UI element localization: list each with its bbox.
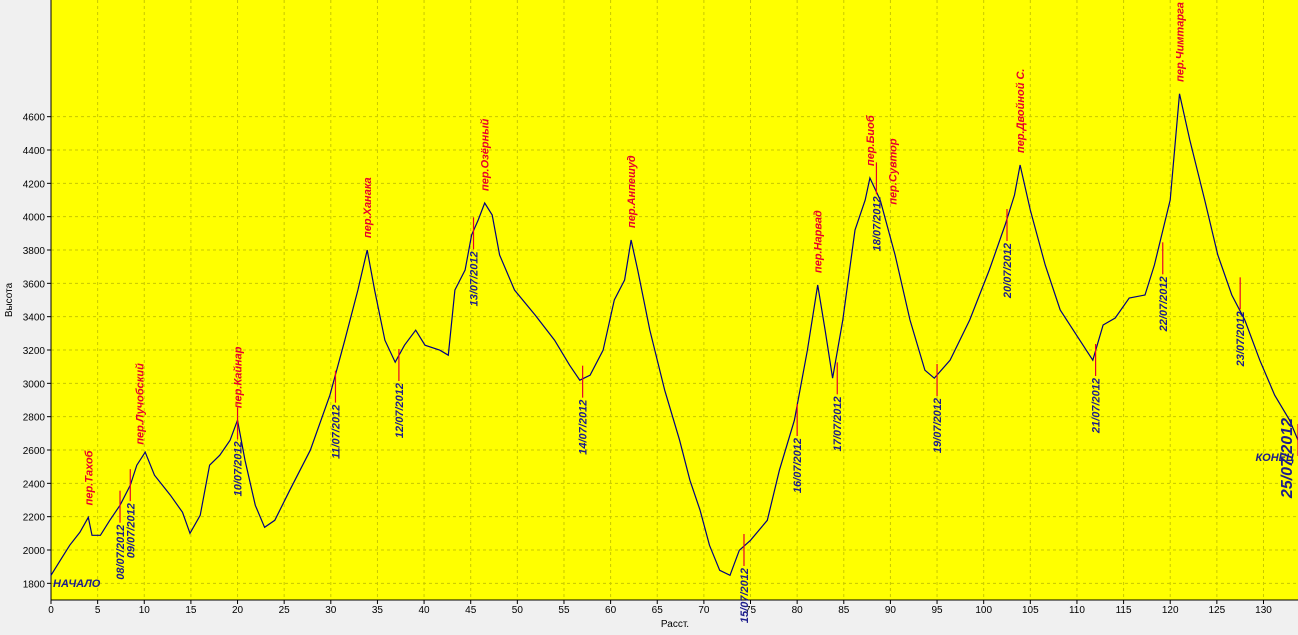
x-tick-label: 45 [465,605,477,616]
x-tick-label: 130 [1255,605,1272,616]
y-tick-label: 3000 [23,379,46,390]
x-tick-label: 5 [95,605,101,616]
y-tick-label: 3800 [23,246,46,257]
pass-label: пер.Ханака [362,177,374,238]
date-label: 21/07/2012 [1091,378,1103,434]
x-tick-label: 105 [1022,605,1039,616]
date-label: 15/07/2012 [739,568,751,623]
y-tick-label: 2400 [23,479,46,490]
y-tick-label: 2200 [23,513,46,524]
date-label: 14/07/2012 [578,400,590,455]
y-tick-label: 2000 [23,546,46,557]
x-tick-label: 75 [745,605,757,616]
date-label: 10/07/2012 [233,441,245,496]
x-tick-label: 95 [931,605,943,616]
x-tick-label: 85 [838,605,850,616]
date-label: 20/07/2012 [1002,243,1014,299]
pass-label: пер.Двойной С. [1015,68,1027,153]
pass-label: пер.Сувтор [887,138,899,205]
pass-label: пер.Озёрный [480,118,492,191]
pass-label: пер.Лучобский [135,363,147,445]
x-tick-label: 25 [279,605,291,616]
pass-label: пер.Нарвад [813,210,825,273]
x-tick-label: 35 [372,605,384,616]
x-axis-label: Расст. [661,619,689,630]
x-tick-label: 15 [185,605,197,616]
date-label: 17/07/2012 [832,396,844,451]
date-label: 08/07/2012 [115,525,127,580]
date-label: 09/07/2012 [125,503,137,558]
x-tick-label: 120 [1162,605,1179,616]
date-label: 16/07/2012 [792,438,804,493]
x-tick-label: 40 [419,605,431,616]
pass-label: пер.Кайнар [233,346,245,408]
date-label: 11/07/2012 [330,405,342,459]
x-tick-label: 125 [1209,605,1226,616]
x-tick-label: 80 [792,605,804,616]
pass-label: пер.Биоб [865,114,877,166]
date-label: 19/07/2012 [932,398,944,453]
y-tick-label: 4200 [23,179,46,190]
x-tick-label: 0 [48,605,54,616]
x-tick-label: 50 [512,605,524,616]
x-tick-label: 30 [325,605,337,616]
y-tick-label: 4600 [23,113,46,124]
x-tick-label: 60 [605,605,617,616]
elevation-line [50,93,1298,577]
date-label: 22/07/2012 [1158,276,1170,332]
x-tick-label: 70 [698,605,710,616]
plot-area [51,0,1298,600]
x-tick-label: 110 [1069,605,1085,616]
end-label: КОНЕЦ [1256,452,1294,464]
y-axis-label: Высота [4,282,15,317]
x-tick-label: 65 [652,605,664,616]
x-tick-label: 20 [232,605,244,616]
y-tick-label: 1800 [23,579,46,590]
date-label: 12/07/2012 [394,383,406,438]
y-tick-label: 4000 [23,213,46,224]
y-tick-label: 3200 [23,346,46,357]
date-label: 13/07/2012 [469,251,481,306]
y-tick-label: 2600 [23,446,46,457]
x-tick-label: 115 [1116,605,1132,616]
y-tick-label: 4400 [23,146,46,157]
pass-label: пер.Чимтарга [1175,2,1187,82]
date-label: 25/07/2012 [1279,418,1296,499]
x-tick-label: 100 [975,605,992,616]
y-tick-label: 2800 [23,413,46,424]
x-tick-label: 90 [885,605,897,616]
x-tick-label: 55 [558,605,570,616]
y-tick-label: 3600 [23,279,46,290]
pass-label: пер.Тахоб [83,449,95,505]
start-label: НАЧАЛО [53,578,101,590]
date-label: 18/07/2012 [871,196,883,251]
y-tick-label: 3400 [23,313,46,324]
date-label: 23/07/2012 [1235,311,1247,367]
pass-label: пер.Анпешуд [626,155,638,228]
x-tick-label: 10 [139,605,151,616]
